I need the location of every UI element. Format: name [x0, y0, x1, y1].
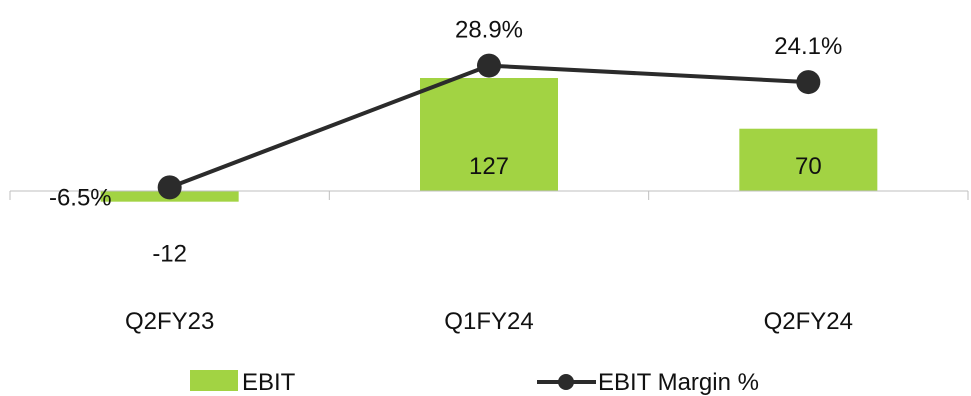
ebit-margin-point-q2fy24: [796, 70, 821, 95]
ebit-margin-label: 28.9%: [455, 17, 523, 44]
legend-swatch-margin-marker: [558, 374, 574, 390]
ebit-margin-point-q2fy23: [157, 175, 182, 200]
legend-label-ebit-margin: EBIT Margin %: [598, 369, 759, 396]
legend-label-ebit: EBIT: [242, 369, 296, 396]
line-series: [157, 53, 821, 200]
legend: EBIT EBIT Margin %: [190, 369, 759, 396]
x-tick-labels: Q2FY23 Q1FY24 Q2FY24: [125, 308, 853, 335]
ebit-value-label: 70: [795, 153, 822, 180]
x-tick-label: Q2FY24: [764, 308, 853, 335]
x-tick-label: Q1FY24: [444, 308, 533, 335]
ebit-margin-label: -6.5%: [49, 184, 112, 211]
ebit-margin-label: 24.1%: [774, 33, 842, 60]
ebit-bar-q2fy24: [739, 128, 878, 191]
ebit-value-label: 127: [469, 153, 509, 180]
ebit-value-label: -12: [152, 241, 187, 268]
bar-series: [100, 78, 878, 202]
data-labels: -12 127 70 -6.5% 28.9% 24.1%: [49, 17, 842, 268]
x-tick-label: Q2FY23: [125, 308, 214, 335]
ebit-bar-q1fy24: [420, 78, 558, 191]
ebit-margin-point-q1fy24: [477, 53, 501, 78]
legend-swatch-ebit: [190, 370, 238, 391]
